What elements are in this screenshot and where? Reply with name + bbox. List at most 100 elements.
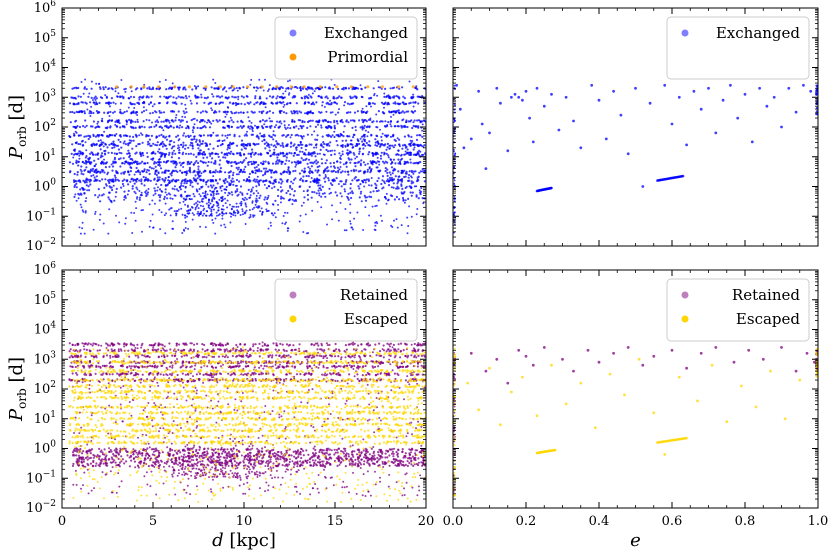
data-point (224, 197, 226, 200)
data-point (289, 127, 292, 130)
data-point (329, 121, 332, 124)
data-point (101, 152, 104, 155)
data-point (83, 135, 86, 138)
data-point (199, 111, 202, 114)
data-point (184, 144, 187, 147)
data-point (389, 123, 392, 126)
data-point (336, 166, 339, 169)
data-point (176, 134, 180, 137)
data-point (421, 153, 424, 157)
data-point (137, 143, 140, 146)
data-point (133, 103, 136, 106)
data-point (134, 200, 137, 203)
data-point (291, 198, 294, 201)
data-point (170, 174, 173, 177)
data-point (95, 82, 98, 85)
data-point (108, 165, 111, 168)
data-point (118, 151, 121, 154)
data-point (345, 165, 348, 168)
data-point (240, 148, 243, 151)
data-point (225, 113, 228, 116)
data-point (278, 121, 281, 124)
data-point (231, 112, 234, 115)
data-point (347, 121, 350, 124)
data-point (151, 158, 154, 161)
data-point (79, 232, 82, 235)
data-point (341, 87, 344, 91)
data-point (152, 167, 155, 170)
data-point (303, 97, 306, 100)
data-point (412, 143, 415, 146)
data-point (128, 118, 131, 121)
data-point (175, 214, 178, 217)
data-point (403, 103, 406, 106)
data-point (175, 210, 178, 213)
data-point (342, 86, 345, 89)
data-point (236, 120, 239, 123)
data-point (223, 348, 226, 351)
data-point (207, 204, 210, 207)
data-point (201, 152, 204, 155)
data-point (382, 103, 385, 105)
data-point (205, 111, 208, 114)
data-point (138, 196, 141, 199)
data-point (412, 148, 415, 151)
data-point (223, 223, 226, 226)
data-point (414, 86, 417, 89)
data-point (214, 162, 217, 165)
data-point (403, 153, 406, 156)
data-point (209, 184, 212, 187)
data-point (158, 148, 161, 151)
data-point (386, 142, 389, 145)
data-point (163, 197, 166, 201)
data-point (277, 208, 280, 211)
data-point (373, 92, 376, 95)
data-point (327, 177, 330, 180)
data-point (299, 124, 302, 128)
data-point (95, 143, 98, 146)
data-point (236, 354, 239, 358)
data-point (367, 153, 370, 156)
data-point (320, 158, 323, 161)
data-point (68, 161, 72, 164)
data-point (197, 210, 200, 213)
data-point (175, 102, 178, 106)
data-point (85, 181, 88, 184)
data-point (275, 85, 279, 89)
data-point (135, 186, 138, 189)
data-point (317, 169, 320, 172)
data-point (266, 152, 269, 155)
data-point (135, 207, 138, 210)
data-point (232, 205, 235, 208)
data-point (180, 143, 183, 146)
data-point (211, 179, 214, 182)
data-point (73, 185, 76, 188)
data-point (119, 134, 122, 136)
data-point (272, 138, 275, 141)
data-point (242, 179, 246, 182)
data-point (226, 356, 229, 359)
data-point (362, 127, 365, 130)
data-point (69, 135, 72, 139)
data-point (103, 130, 106, 133)
data-point (419, 170, 422, 173)
data-point (130, 348, 133, 351)
data-point (131, 232, 134, 234)
data-point (126, 152, 129, 155)
data-point (304, 148, 307, 151)
data-point (381, 219, 383, 222)
data-point (289, 355, 292, 358)
data-point (143, 179, 146, 182)
data-point (307, 101, 310, 104)
data-point (224, 191, 227, 194)
data-point (200, 93, 203, 96)
data-point (341, 145, 344, 149)
data-point (361, 153, 364, 156)
data-point (389, 173, 392, 176)
data-point (306, 162, 309, 165)
data-point (336, 122, 339, 125)
data-point (246, 177, 249, 180)
data-point (197, 168, 200, 171)
data-point (230, 119, 233, 122)
data-point (162, 160, 166, 163)
